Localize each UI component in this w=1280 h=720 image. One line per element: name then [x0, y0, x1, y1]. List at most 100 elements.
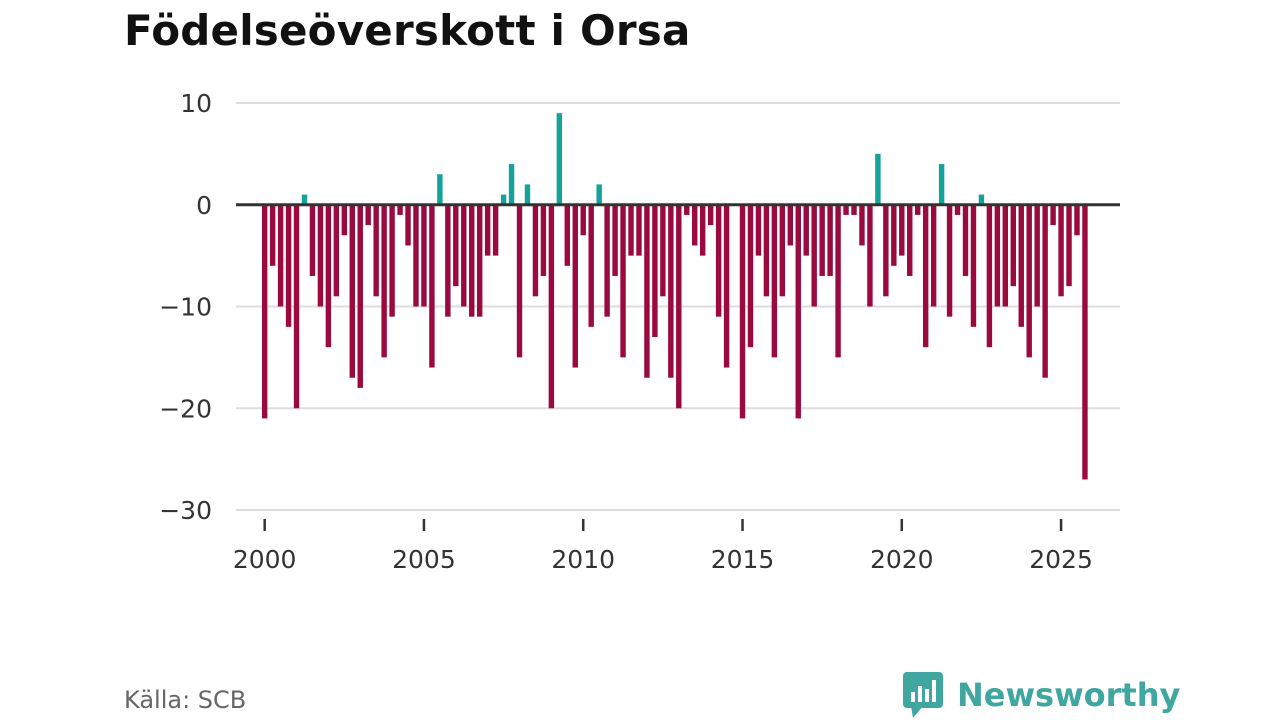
bar	[261, 204, 268, 419]
bar	[1010, 204, 1016, 287]
bar	[699, 204, 706, 256]
bar	[341, 204, 348, 236]
bar	[445, 204, 451, 317]
y-axis: 10 0 −10 −20 −30	[159, 89, 212, 525]
bar	[1034, 204, 1040, 307]
bar	[1066, 204, 1072, 287]
bar	[994, 204, 1001, 307]
bar	[883, 204, 889, 297]
bar	[1042, 204, 1048, 378]
bar	[930, 204, 937, 307]
bar	[723, 204, 730, 368]
bar	[277, 204, 284, 307]
bar	[819, 204, 825, 276]
bar	[907, 204, 913, 276]
x-tick-label: 2005	[392, 545, 456, 574]
bar	[970, 204, 977, 327]
bar	[580, 204, 586, 236]
bar	[899, 204, 905, 256]
bar	[437, 174, 443, 205]
bar	[453, 204, 459, 287]
bar	[461, 204, 467, 307]
bar	[835, 204, 841, 358]
bar	[771, 204, 778, 358]
bar	[524, 184, 531, 205]
bar	[500, 194, 507, 205]
x-tick-label: 2015	[711, 545, 775, 574]
bar	[676, 204, 682, 409]
bar	[373, 204, 379, 297]
bar	[628, 204, 634, 256]
bar	[469, 204, 475, 317]
bar	[636, 204, 642, 256]
bar	[668, 204, 674, 378]
bar	[795, 204, 801, 419]
bar	[484, 204, 491, 256]
bar	[397, 204, 403, 215]
bar	[1074, 204, 1080, 236]
newsworthy-logo-icon	[903, 672, 943, 718]
bar	[365, 204, 371, 226]
bar	[707, 204, 714, 226]
bar	[684, 204, 690, 215]
bar	[978, 194, 985, 205]
bar	[556, 113, 563, 205]
bar	[660, 204, 666, 297]
bar	[269, 204, 276, 266]
bar	[548, 204, 555, 409]
bar-chart: 10 0 −10 −20 −30 2000 2005 2010 2015 2020 2025	[159, 89, 1120, 574]
bar	[652, 204, 658, 338]
bar	[325, 204, 332, 348]
bar	[739, 204, 746, 419]
bar	[564, 204, 571, 266]
bar	[843, 204, 849, 215]
bar	[612, 204, 618, 276]
bar	[763, 204, 770, 297]
bar	[293, 204, 300, 409]
y-tick-label: −20	[159, 394, 212, 423]
bar	[779, 204, 786, 297]
bar	[540, 204, 547, 276]
bar	[588, 204, 594, 327]
bar	[421, 204, 427, 307]
brand-name: Newsworthy	[957, 676, 1181, 714]
bar	[715, 204, 722, 317]
bar	[532, 204, 539, 297]
bar	[962, 204, 969, 276]
bar	[620, 204, 626, 358]
x-tick-label: 2025	[1029, 545, 1093, 574]
bar	[429, 204, 435, 368]
bar	[747, 204, 754, 348]
bar	[1018, 204, 1024, 327]
bar	[317, 204, 324, 307]
bar	[309, 204, 316, 276]
bar	[1058, 204, 1064, 297]
bar	[1002, 204, 1009, 307]
x-tick-label: 2000	[233, 545, 297, 574]
bar	[413, 204, 419, 307]
bar	[692, 204, 698, 246]
bar	[875, 153, 881, 205]
bar	[596, 184, 602, 205]
bar	[867, 204, 873, 307]
bar	[946, 204, 953, 317]
bar	[851, 204, 857, 215]
bar	[922, 204, 929, 348]
y-tick-label: −10	[159, 293, 212, 322]
bar	[285, 204, 292, 327]
brand-logo[interactable]: Newsworthy	[903, 672, 1180, 718]
bar	[572, 204, 578, 368]
bar	[349, 204, 355, 378]
bar	[508, 164, 515, 205]
bar	[516, 204, 523, 358]
bar	[381, 204, 387, 358]
bar	[604, 204, 610, 317]
bar	[301, 194, 308, 205]
bar	[787, 204, 793, 246]
source-note: Källa: SCB	[124, 686, 247, 714]
y-tick-label: 0	[196, 191, 212, 220]
bar	[859, 204, 865, 246]
chart-title: Födelseöverskott i Orsa	[124, 6, 691, 55]
bar	[915, 204, 921, 215]
bar	[476, 204, 483, 317]
